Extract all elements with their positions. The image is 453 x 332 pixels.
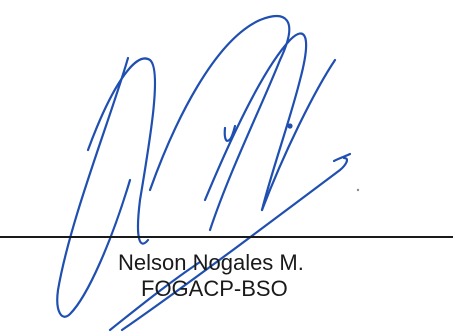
signature-line (0, 236, 453, 238)
signer-name: Nelson Nogales M. (118, 250, 304, 275)
signer-organization: FOGACP-BSO (141, 276, 288, 301)
